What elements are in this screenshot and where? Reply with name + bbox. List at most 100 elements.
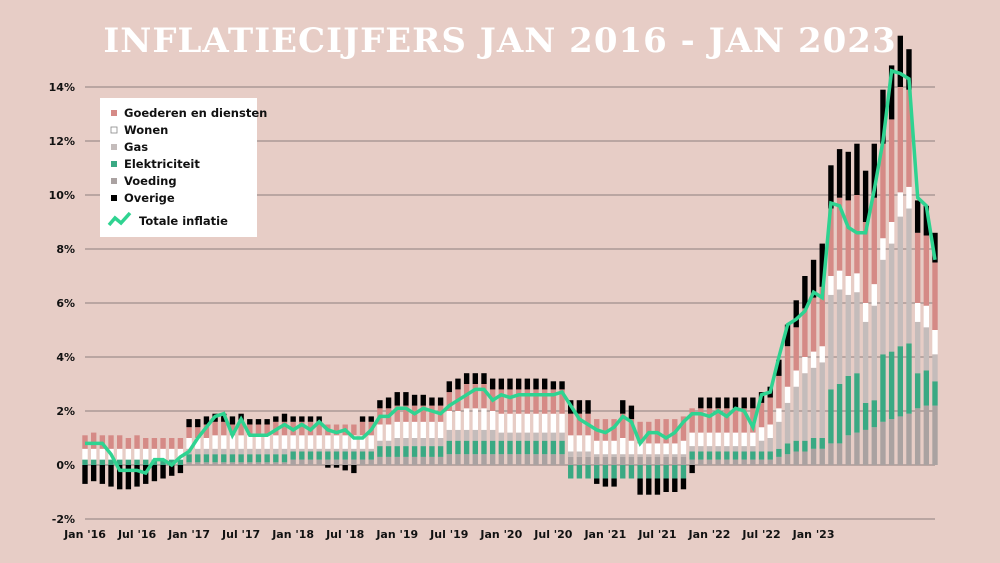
bar-segment-overige (888, 65, 895, 120)
bar-segment-gas (403, 438, 409, 447)
legend-box (100, 98, 257, 237)
bar-segment-voeding (611, 456, 617, 465)
bar-segment-elektriciteit (429, 446, 435, 457)
legend-label-totaal: Totale inflatie (139, 214, 228, 228)
bar-segment-goederen (880, 143, 886, 239)
bar-segment-gas (524, 432, 531, 441)
bar-segment-goederen (620, 413, 626, 438)
bar-segment-elektriciteit (906, 343, 912, 414)
bar-segment-elektriciteit (368, 451, 374, 460)
bar-segment-goederen (836, 197, 843, 271)
bar-segment-overige (411, 394, 418, 406)
bar-segment-voeding (238, 462, 244, 465)
bar-segment-voeding (299, 459, 305, 465)
bar-segment-overige (906, 49, 912, 90)
bar-segment-elektriciteit (715, 451, 721, 460)
bar-segment-overige (377, 400, 383, 409)
bar-segment-overige (420, 394, 426, 406)
bar-segment-gas (767, 438, 773, 452)
bar-segment-overige (542, 378, 548, 390)
bar-segment-elektriciteit (932, 381, 938, 406)
bar-segment-voeding (750, 459, 756, 465)
bar-segment-elektriciteit (923, 370, 930, 406)
bar-segment-gas (732, 446, 739, 452)
bar-segment-overige (203, 416, 210, 425)
bar-segment-gas (585, 451, 591, 457)
bar-segment-overige (923, 205, 930, 236)
bar-segment-goederen (741, 408, 747, 433)
bar-segment-voeding (576, 456, 583, 465)
bar-segment-elektriciteit (255, 454, 262, 463)
bar-segment-overige (784, 324, 791, 347)
bar-segment-elektriciteit (203, 454, 210, 463)
bar-segment-overige (880, 89, 886, 144)
bar-segment-voeding (489, 454, 496, 465)
bar-segment-elektriciteit (117, 459, 123, 465)
bar-segment-elektriciteit (229, 454, 236, 463)
bar-segment-gas (238, 448, 244, 455)
bar-segment-voeding (758, 459, 765, 465)
bar-segment-elektriciteit (411, 446, 418, 457)
bar-segment-elektriciteit (828, 389, 834, 444)
bar-segment-elektriciteit (498, 440, 505, 455)
bar-segment-gas (489, 429, 496, 441)
bar-segment-voeding (741, 459, 747, 465)
bar-segment-voeding (333, 459, 340, 465)
bar-segment-wonen (238, 435, 244, 449)
bar-segment-gas (819, 362, 825, 438)
bar-segment-overige (195, 419, 201, 428)
bar-segment-wonen (394, 421, 400, 438)
bar-segment-gas (888, 243, 895, 352)
bar-segment-gas (385, 440, 392, 447)
y-tick-label: 10% (49, 189, 75, 202)
bar-segment-wonen (750, 432, 756, 447)
bar-segment-gas (628, 454, 635, 457)
bar-segment-elektriciteit (212, 454, 218, 463)
bar-segment-wonen (368, 435, 374, 449)
bar-segment-voeding (290, 459, 296, 465)
bar-segment-elektriciteit (602, 465, 609, 479)
bar-segment-voeding (828, 443, 834, 465)
bar-segment-voeding (594, 456, 600, 465)
bar-segment-goederen (637, 421, 643, 444)
bar-segment-voeding (845, 435, 851, 465)
bar-segment-overige (862, 170, 869, 222)
bar-segment-goederen (784, 346, 791, 387)
bar-segment-voeding (411, 456, 418, 465)
bar-segment-goederen (515, 389, 522, 414)
bar-segment-voeding (385, 456, 392, 465)
bar-segment-wonen (385, 424, 392, 441)
bar-segment-voeding (819, 448, 825, 465)
bar-segment-elektriciteit (238, 454, 244, 463)
bar-segment-wonen (489, 411, 496, 430)
bar-segment-goederen (776, 375, 782, 409)
bar-segment-wonen (802, 357, 808, 374)
bar-segment-elektriciteit (793, 440, 799, 452)
bar-segment-elektriciteit (385, 446, 392, 457)
bar-segment-elektriciteit (637, 465, 643, 479)
bar-segment-overige (836, 149, 843, 198)
bar-segment-overige (515, 378, 522, 390)
bar-segment-elektriciteit (784, 443, 791, 455)
bar-segment-wonen (576, 435, 583, 452)
bar-segment-wonen (559, 413, 565, 433)
bar-segment-voeding (680, 456, 687, 465)
bar-segment-wonen (151, 448, 158, 460)
bar-segment-elektriciteit (620, 465, 626, 479)
bar-segment-overige (117, 465, 123, 490)
bar-segment-wonen (680, 440, 687, 455)
bar-segment-voeding (446, 454, 452, 465)
bar-segment-gas (750, 446, 756, 452)
bar-segment-goederen (542, 389, 548, 414)
bar-segment-overige (854, 143, 860, 195)
bar-segment-elektriciteit (750, 451, 756, 460)
bar-segment-gas (637, 454, 643, 457)
bar-segment-voeding (715, 459, 721, 465)
bar-segment-overige (463, 373, 470, 384)
bar-segment-overige (108, 465, 114, 487)
bar-segment-overige (264, 419, 270, 425)
bar-segment-wonen (672, 443, 678, 455)
bar-segment-gas (836, 289, 843, 384)
bar-segment-voeding (810, 448, 817, 465)
bar-segment-wonen (342, 435, 348, 449)
